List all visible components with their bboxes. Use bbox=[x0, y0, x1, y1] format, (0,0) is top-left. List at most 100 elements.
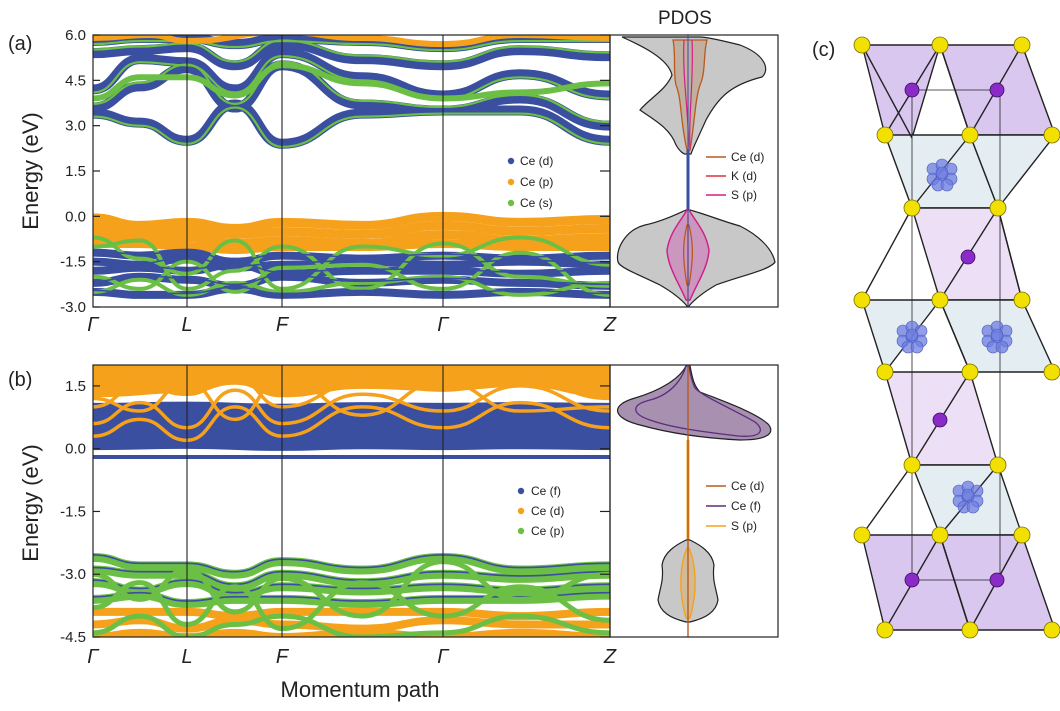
ytick-label: 6.0 bbox=[65, 27, 86, 44]
legend-label: Ce (p) bbox=[531, 524, 564, 538]
k-atom bbox=[989, 572, 1005, 588]
s-atom bbox=[876, 621, 894, 639]
legend-dot-ce-p bbox=[517, 527, 525, 535]
kpath-label: L bbox=[181, 314, 192, 336]
band-f bbox=[93, 421, 610, 431]
s-atom bbox=[961, 363, 979, 381]
s-atom bbox=[989, 456, 1007, 474]
panel-label-b: (b) bbox=[8, 369, 32, 391]
s-atom bbox=[1013, 526, 1031, 544]
pdos-title: PDOS bbox=[658, 8, 712, 29]
band-p bbox=[93, 552, 610, 579]
pdos-b-legend: Ce (d) Ce (f) S (p) bbox=[706, 479, 764, 533]
band-d bbox=[93, 378, 610, 398]
s-atom bbox=[961, 126, 979, 144]
panel-label-a: (a) bbox=[8, 33, 32, 55]
s-atoms bbox=[853, 36, 1060, 639]
s-atom bbox=[903, 456, 921, 474]
band-valence-d-thin bbox=[93, 256, 610, 268]
panel-a-ylabel: Energy (eV) bbox=[18, 112, 43, 229]
pdos-b-ce-f-line bbox=[635, 365, 761, 437]
band-d bbox=[93, 365, 610, 368]
band-d bbox=[93, 368, 610, 388]
band-d bbox=[93, 384, 610, 430]
legend-label: S (p) bbox=[731, 188, 757, 202]
ce-atom bbox=[995, 340, 1009, 354]
pdos-a-s-p-upper-2 bbox=[689, 39, 693, 151]
kpath-label: Z bbox=[603, 646, 617, 668]
band-d bbox=[93, 365, 610, 383]
ce-atom bbox=[905, 328, 919, 342]
pdos-a-frame bbox=[609, 34, 779, 308]
s-atom bbox=[961, 621, 979, 639]
ce-atom bbox=[935, 166, 949, 180]
ce-cluster bbox=[981, 320, 1013, 354]
ytick-label: 3.0 bbox=[65, 118, 86, 135]
s-atom bbox=[903, 199, 921, 217]
ce-atom bbox=[990, 328, 1004, 342]
band-valence-p bbox=[93, 239, 610, 255]
kpath-label: Z bbox=[603, 314, 617, 336]
band-p-f bbox=[93, 554, 610, 573]
band-d-lower bbox=[93, 628, 610, 637]
band-d-lower bbox=[93, 616, 610, 633]
kpath-label: L bbox=[181, 646, 192, 668]
band-valence-s bbox=[93, 274, 610, 297]
ytick-label: 1.5 bbox=[65, 163, 86, 180]
kpath-label: Γ bbox=[437, 314, 450, 336]
pdos-a-conduction-total bbox=[621, 36, 767, 155]
s-atom bbox=[931, 526, 949, 544]
band-p bbox=[93, 565, 610, 592]
s-atom bbox=[1043, 126, 1060, 144]
k-atom bbox=[960, 249, 976, 265]
panel-a-bands: 6.0 4.5 3.0 1.5 0.0 -1.5 -3.0 Γ L F Γ Z bbox=[60, 27, 617, 336]
legend-dot-ce-d bbox=[517, 507, 525, 515]
panel-b-xlabel: Momentum path bbox=[281, 677, 440, 702]
ytick-label: 4.5 bbox=[65, 72, 86, 89]
pdos-b-frame bbox=[609, 364, 779, 638]
legend-label: Ce (d) bbox=[531, 504, 564, 518]
panel-label-c: (c) bbox=[812, 39, 835, 61]
legend-dot-ce-p bbox=[507, 178, 515, 186]
k-atom bbox=[904, 82, 920, 98]
s-atom bbox=[989, 199, 1007, 217]
ytick-label: 0.0 bbox=[65, 208, 86, 225]
panel-a-pdos: Ce (d) K (d) S (p) bbox=[609, 34, 779, 308]
legend-label: Ce (f) bbox=[731, 499, 761, 513]
legend-label: Ce (d) bbox=[731, 150, 764, 164]
band-d bbox=[93, 365, 610, 378]
band-f bbox=[93, 426, 610, 436]
ce-atom bbox=[940, 178, 954, 192]
legend-dot-ce-s bbox=[507, 199, 515, 207]
legend-label: Ce (s) bbox=[520, 196, 553, 210]
band-conduction bbox=[93, 39, 610, 71]
ce-cluster bbox=[952, 480, 984, 514]
panel-a-band-lines bbox=[93, 35, 610, 299]
legend-label: Ce (f) bbox=[531, 484, 561, 498]
s-atom bbox=[1013, 36, 1031, 54]
k-atom bbox=[989, 82, 1005, 98]
crystal-structure bbox=[853, 36, 1060, 639]
ytick-label: 1.5 bbox=[65, 378, 86, 395]
band-valence-d-thin bbox=[93, 262, 610, 274]
pdos-a-legend: Ce (d) K (d) S (p) bbox=[706, 150, 764, 202]
panel-b-legend: Ce (f) Ce (d) Ce (p) bbox=[517, 484, 564, 538]
ce-clusters bbox=[896, 158, 1013, 514]
ytick-label: -1.5 bbox=[60, 254, 86, 271]
kpath-label: F bbox=[276, 314, 290, 336]
band-d bbox=[93, 342, 610, 355]
band-f bbox=[93, 436, 610, 446]
band-p-cross bbox=[93, 613, 610, 637]
s-atom bbox=[853, 36, 871, 54]
panel-a-kpath-lines bbox=[186, 35, 444, 307]
kpath-label: Γ bbox=[87, 314, 100, 336]
ytick-label: -3.0 bbox=[60, 566, 86, 583]
band-conduction-s bbox=[93, 39, 610, 52]
band-f bbox=[93, 441, 610, 451]
s-atom bbox=[876, 126, 894, 144]
band-conduction bbox=[93, 48, 610, 101]
ytick-label: -4.5 bbox=[60, 629, 86, 646]
band-conduction-s bbox=[93, 55, 610, 100]
